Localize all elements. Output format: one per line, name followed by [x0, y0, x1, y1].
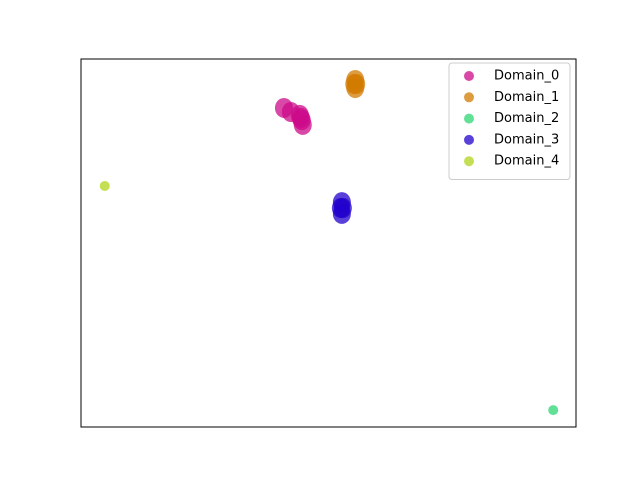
- legend-label: Domain_2: [494, 111, 559, 126]
- legend-marker: [464, 71, 474, 81]
- legend-marker: [464, 92, 474, 103]
- legend-label: Domain_3: [494, 132, 559, 147]
- scatter-point: [548, 405, 559, 416]
- scatter-point: [333, 198, 352, 219]
- scatter-point: [99, 180, 110, 191]
- legend-label: Domain_0: [494, 69, 559, 84]
- legend-box: [448, 62, 571, 180]
- legend-marker: [464, 113, 474, 124]
- scatter-point: [291, 107, 310, 128]
- scatter-point: [345, 74, 364, 95]
- legend-marker: [464, 134, 474, 145]
- legend-label: Domain_1: [494, 90, 559, 105]
- legend-label: Domain_4: [494, 154, 559, 169]
- plot-frame: [80, 58, 577, 428]
- legend-marker: [464, 156, 474, 167]
